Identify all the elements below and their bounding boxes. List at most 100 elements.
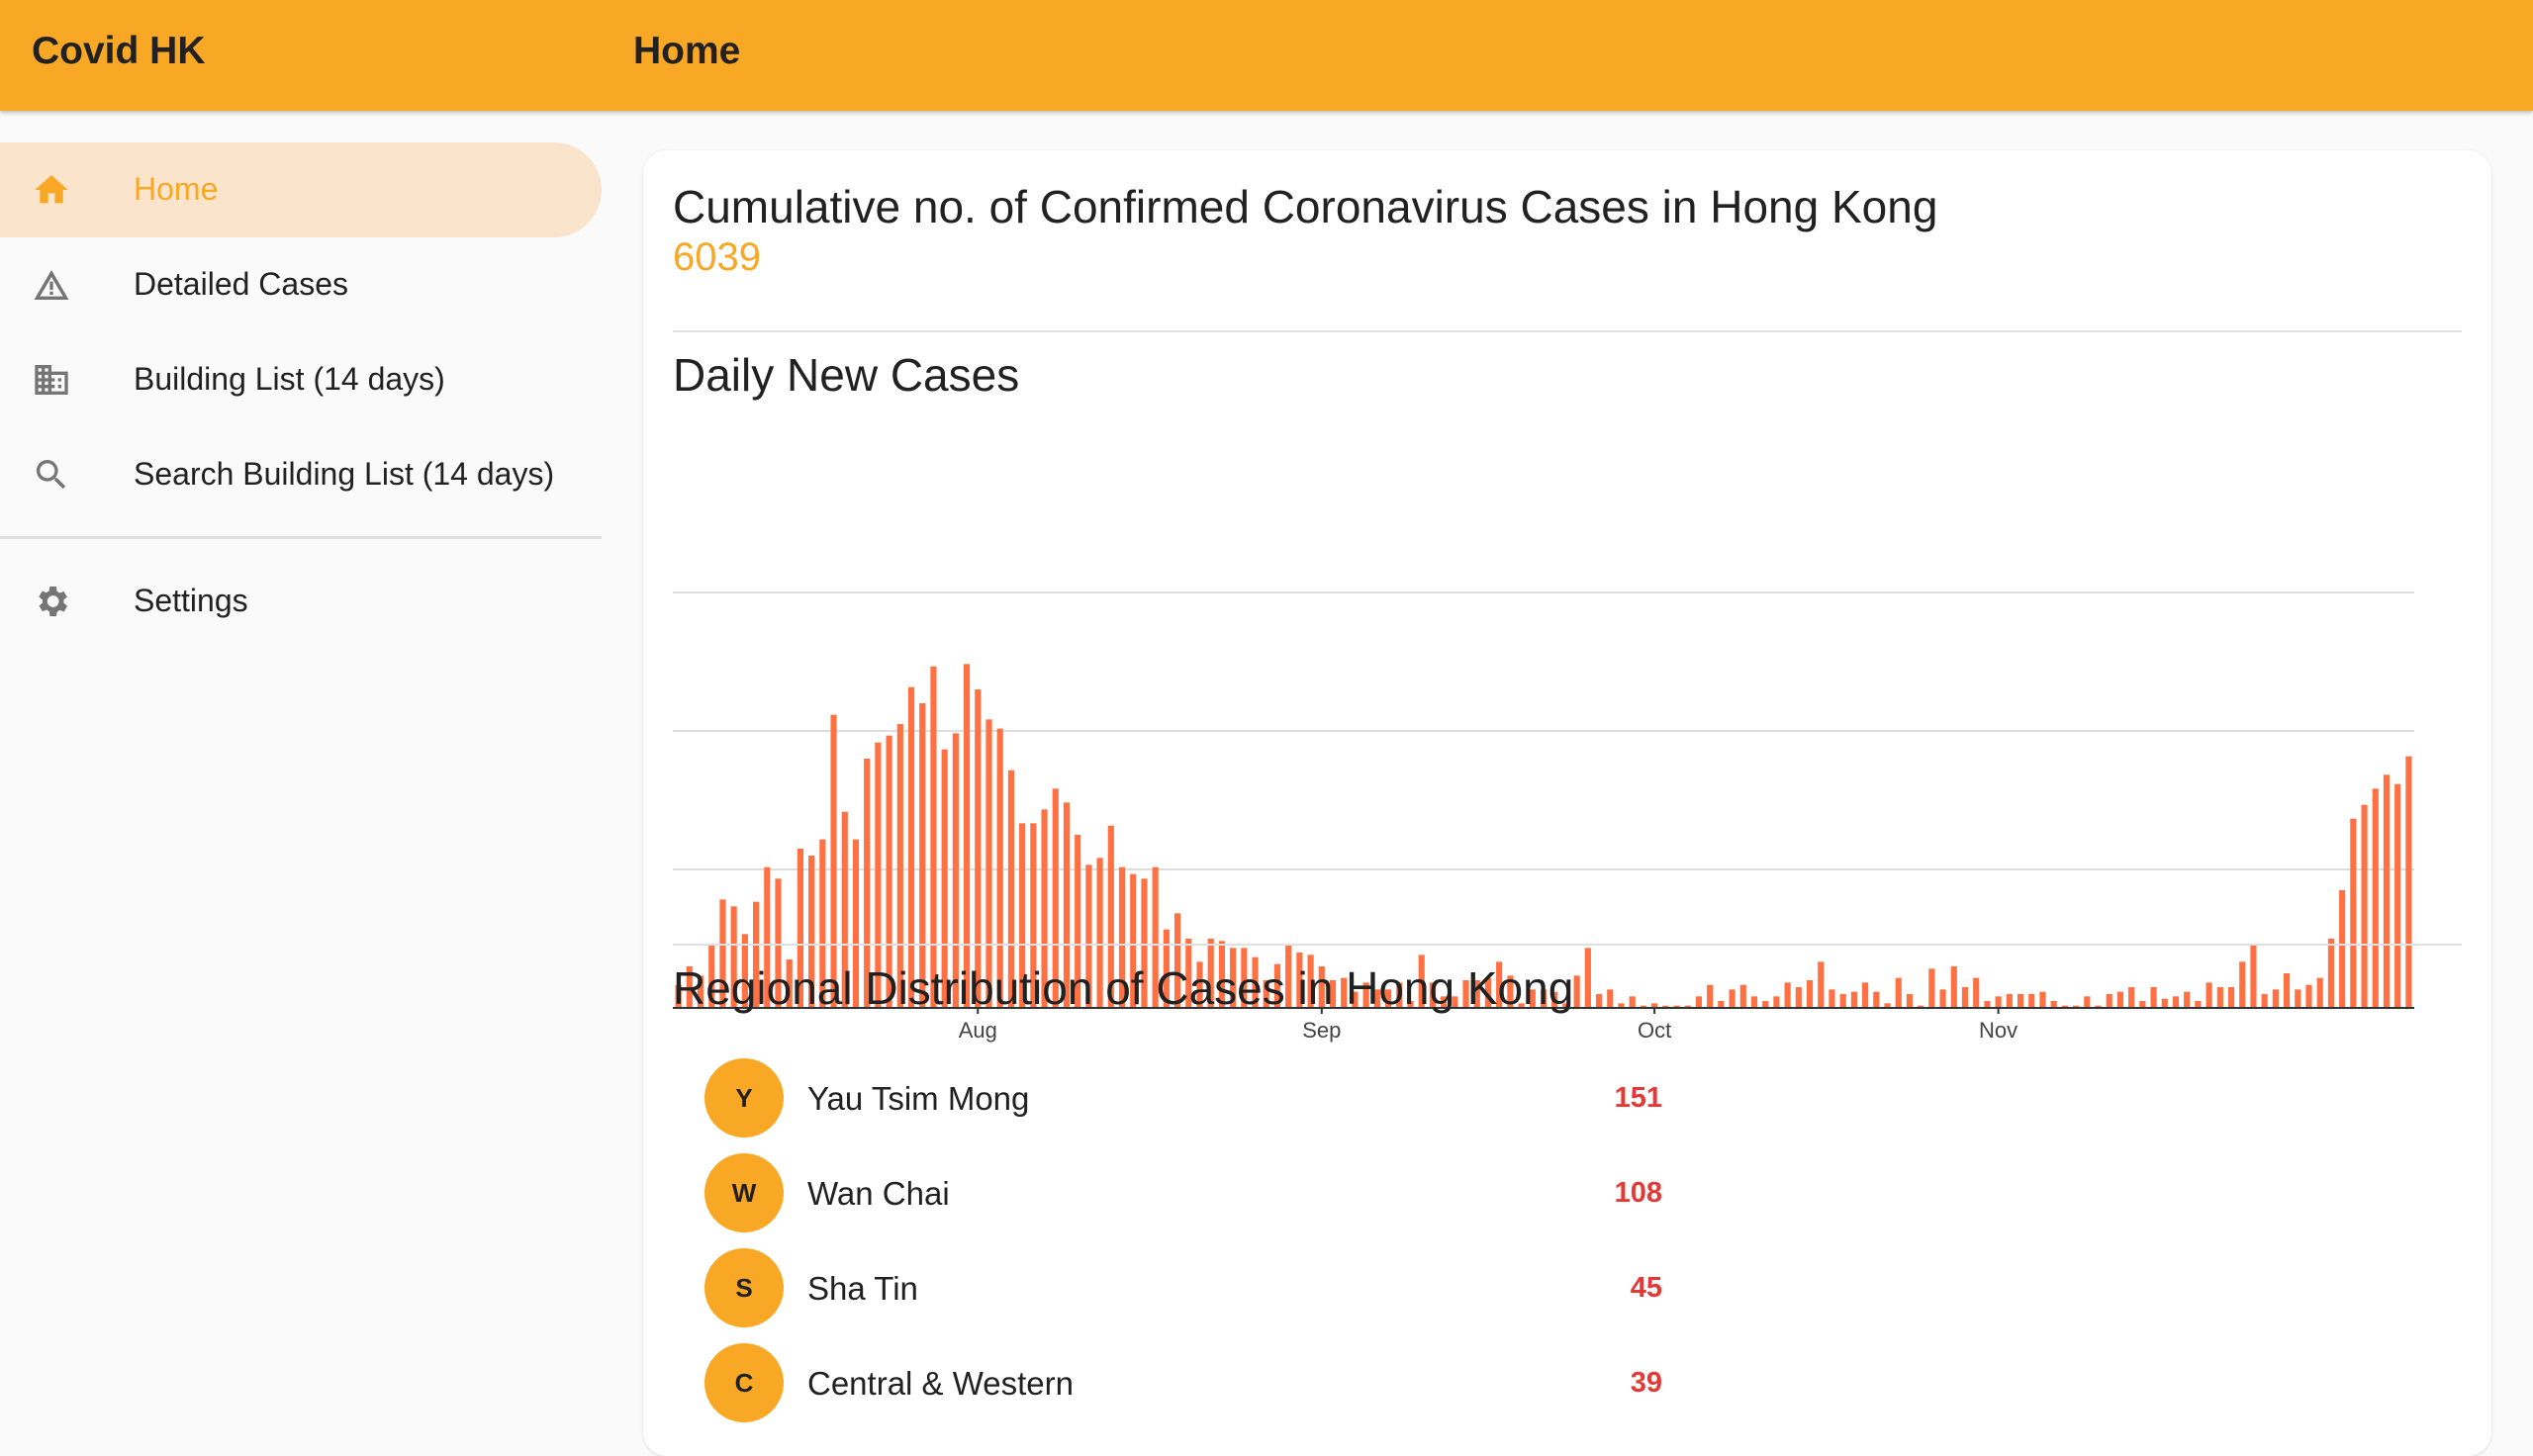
chart-bar <box>2150 987 2157 1008</box>
chart-bar <box>752 901 760 1008</box>
chart-x-tick-label: Oct <box>1638 1018 1671 1043</box>
chart-bar <box>963 664 971 1008</box>
chart-bar <box>1052 788 1059 1008</box>
chart-bar <box>1484 977 1492 1008</box>
nav-item-settings[interactable]: Settings <box>0 554 602 649</box>
chart-bar <box>1729 989 1736 1008</box>
chart-bar <box>1540 989 1548 1008</box>
chart-bar <box>864 759 871 1008</box>
chart-bar <box>1795 987 1802 1008</box>
region-count: 45 <box>1630 1272 1662 1304</box>
chart-bar <box>1429 982 1436 1008</box>
chart-bar <box>1518 1003 1525 1008</box>
chart-bar <box>1906 994 1914 1008</box>
chart-bar <box>2061 1005 2068 1008</box>
chart-bar <box>719 899 726 1008</box>
chart-bar <box>1329 980 1337 1008</box>
chart-bar <box>952 733 959 1008</box>
search-icon <box>36 460 66 490</box>
nav-item-building-list[interactable]: Building List (14 days) <box>0 332 602 427</box>
region-name: Wan Chai <box>807 1175 950 1212</box>
cumulative-cases-heading: Cumulative no. of Confirmed Coronavirus … <box>673 181 1938 232</box>
chart-bar <box>1862 982 1869 1008</box>
chart-bar <box>1607 989 1614 1008</box>
chart-bar <box>1285 946 1292 1008</box>
chart-bar <box>1141 878 1148 1008</box>
chart-bar <box>2394 783 2401 1008</box>
chart-bar <box>1041 809 1048 1008</box>
chart-bar <box>2250 946 2257 1008</box>
list-item[interactable]: W Wan Chai 108 <box>673 1145 1662 1240</box>
nav-label-building-list: Building List (14 days) <box>134 361 445 397</box>
chart-bar <box>2084 996 2091 1008</box>
chart-bar <box>2073 1005 2080 1008</box>
chart-bar <box>2095 1005 2102 1008</box>
chart-bar <box>2106 994 2112 1008</box>
chart-bar <box>697 975 704 1008</box>
list-item[interactable]: Y Yau Tsim Mong 151 <box>673 1050 1662 1145</box>
region-name: Central & Western <box>807 1365 1074 1402</box>
chart-bar <box>1618 1003 1625 1008</box>
avatar: S <box>704 1248 784 1327</box>
avatar: C <box>704 1343 784 1422</box>
chart-bar <box>941 749 948 1008</box>
chart-bar <box>2405 756 2412 1008</box>
chart-bar <box>2361 804 2368 1008</box>
chart-bar <box>1263 980 1269 1008</box>
chart-bar <box>2028 994 2035 1008</box>
chart-bar <box>919 703 926 1008</box>
nav-item-search-building-list[interactable]: Search Building List (14 days) <box>0 427 602 522</box>
chart-bar <box>1418 955 1425 1008</box>
chart-bar <box>1684 1005 1691 1008</box>
chart-bar <box>2128 987 2135 1008</box>
list-item[interactable]: S Sha Tin 45 <box>673 1240 1662 1335</box>
chart-bar <box>1152 866 1159 1008</box>
chart-bar <box>1163 929 1170 1008</box>
cumulative-cases-count: 6039 <box>673 235 761 279</box>
chart-bar <box>907 686 915 1008</box>
chart-bar <box>797 849 803 1008</box>
chart-bar <box>1762 1001 1769 1008</box>
chart-bar <box>1173 913 1181 1008</box>
chart-bar <box>1096 858 1103 1008</box>
list-item[interactable]: C Central & Western 39 <box>673 1335 1662 1430</box>
chart-bar <box>1806 980 1814 1008</box>
chart-bar <box>1075 835 1081 1008</box>
chart-bar <box>775 878 782 1008</box>
drawer-divider <box>0 536 602 539</box>
chart-bar <box>996 728 1003 1008</box>
nav-label-settings: Settings <box>134 583 248 618</box>
chart-bar <box>1839 994 1846 1008</box>
chart-bar <box>1529 989 1536 1008</box>
chart-bar <box>1818 961 1825 1008</box>
chart-bar <box>2006 994 2013 1008</box>
nav-drawer: Home Detailed Cases Building List (14 da… <box>0 111 602 1424</box>
regional-distribution-heading: Regional Distribution of Cases in Hong K… <box>673 962 1574 1014</box>
chart-bar <box>2239 961 2246 1008</box>
chart-bar <box>1507 975 1514 1008</box>
chart-bar <box>2205 982 2212 1008</box>
chart-bar <box>1496 961 1503 1008</box>
chart-bar <box>2261 994 2268 1008</box>
chart-bar <box>2195 1001 2202 1008</box>
chart-bar <box>2039 991 2046 1008</box>
chart-bar <box>786 959 793 1008</box>
chart-bar <box>1384 989 1392 1008</box>
chart-bar <box>1462 980 1469 1008</box>
chart-bar <box>1452 996 1458 1008</box>
chart-bar <box>975 689 982 1008</box>
chart-bar <box>875 742 882 1008</box>
nav-item-detailed-cases[interactable]: Detailed Cases <box>0 237 602 332</box>
app-title: Covid HK <box>32 30 206 72</box>
chart-bar <box>1207 939 1214 1008</box>
nav-label-search-building-list: Search Building List (14 days) <box>134 456 555 492</box>
region-count: 39 <box>1630 1367 1662 1399</box>
chart-bar <box>675 984 682 1008</box>
chart-bar <box>1230 948 1237 1008</box>
chart-bar <box>1473 980 1480 1008</box>
home-icon <box>35 175 68 204</box>
chart-bar <box>1773 996 1780 1008</box>
chart-bar <box>1918 1005 1924 1008</box>
chart-bar <box>1318 966 1325 1008</box>
nav-item-home[interactable]: Home <box>0 142 602 237</box>
